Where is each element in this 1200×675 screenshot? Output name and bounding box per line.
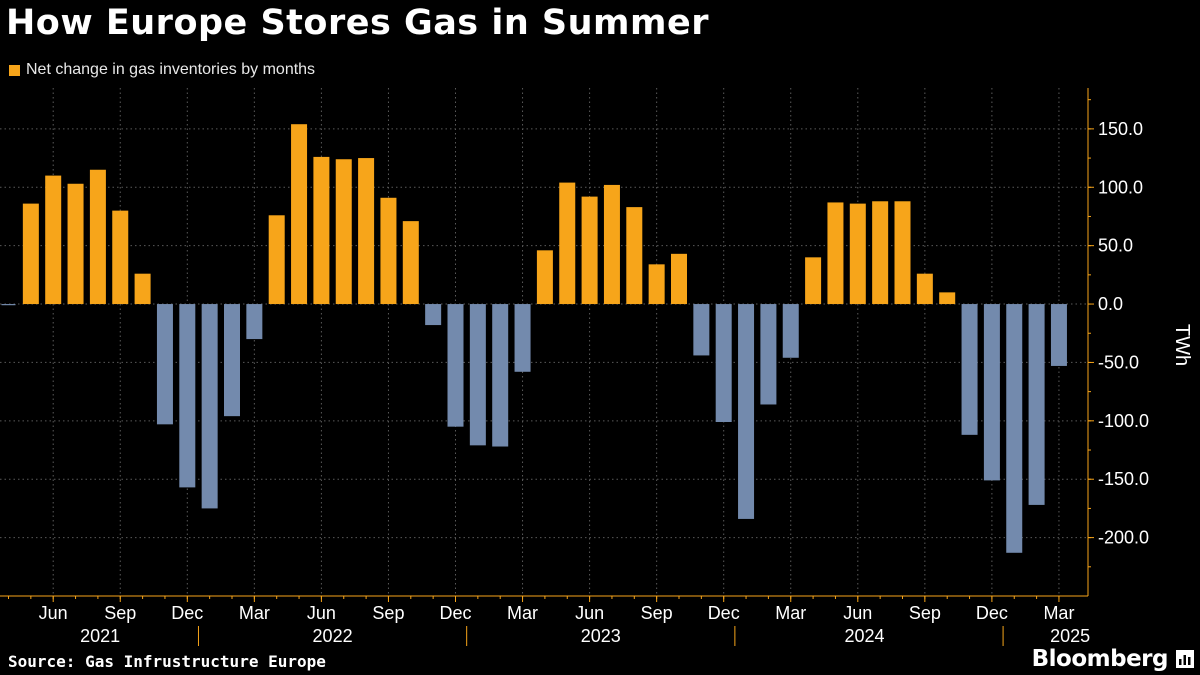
bar-negative [469,304,486,446]
year-label: 2021 [80,626,120,646]
bar-positive [402,221,419,305]
bar-positive [894,201,911,305]
bar-negative [1006,304,1023,553]
bloomberg-logo: Bloomberg [1031,646,1169,672]
x-tick-label: Sep [104,603,136,623]
bar-negative [492,304,509,447]
bar-negative [961,304,978,435]
bar-negative [1050,304,1067,366]
bar-negative [693,304,710,356]
bar-negative [760,304,777,405]
bar-negative [782,304,799,358]
bar-positive [45,175,62,305]
bar-positive [581,196,598,305]
y-tick-label: 100.0 [1098,177,1143,197]
x-tick-label: Sep [909,603,941,623]
x-tick-label: Dec [171,603,203,623]
bar-positive [648,264,665,305]
bar-positive [805,257,822,305]
bar-positive [849,203,866,305]
bar-negative [983,304,1000,481]
bar-negative [1028,304,1045,505]
bar-negative [246,304,263,340]
y-tick-label: 0.0 [1098,294,1123,314]
bar-positive [112,210,129,305]
y-tick-label: -100.0 [1098,411,1149,431]
bar-negative [179,304,196,488]
x-tick-label: Dec [439,603,471,623]
legend-swatch [9,64,20,76]
bar-positive [313,156,330,305]
bar-positive [268,215,285,305]
year-label: 2024 [844,626,884,646]
bar-negative [715,304,732,422]
bar-positive [89,169,106,305]
y-axis-unit-label: TWh [1171,324,1193,366]
bar-positive [559,182,576,305]
bar-positive [939,292,956,305]
year-label: 2025 [1050,626,1090,646]
axes: 150.0 100.0 50.0 0.0 -50.0 -100.0 -150.0 -200.0… [0,88,1193,646]
x-tick-label: Jun [307,603,336,623]
bloomberg-chart-icon [1176,650,1194,668]
bar-positive [916,273,933,305]
bar-negative [201,304,218,509]
bar-positive [380,197,397,305]
bar-positive [134,273,151,305]
x-tick-label: Jun [843,603,872,623]
x-tick-label: Mar [775,603,806,623]
year-label: 2023 [581,626,621,646]
y-tick-label: -150.0 [1098,469,1149,489]
x-tick-label: Dec [708,603,740,623]
bar-negative [425,304,442,326]
bar-positive [22,203,39,305]
x-tick-label: Jun [39,603,68,623]
bar-positive [827,202,844,305]
bar-positive [358,158,375,305]
bar-negative [156,304,173,425]
y-tick-label: -50.0 [1098,352,1139,372]
bar-negative [738,304,755,519]
y-tick-label: 150.0 [1098,119,1143,139]
legend-label: Net change in gas inventories by months [26,61,316,78]
bar-positive [603,184,620,305]
bar-positive [872,201,889,305]
legend: Net change in gas inventories by months [9,61,315,79]
bar-negative [514,304,531,372]
x-tick-label: Mar [1043,603,1074,623]
source-note: Source: Gas Infrustructure Europe [8,652,326,671]
bar-positive [626,207,643,305]
y-tick-label: 50.0 [1098,236,1133,256]
bar-positive [671,253,687,305]
bar-negative [1,304,16,306]
x-tick-label: Dec [976,603,1008,623]
x-tick-label: Mar [507,603,538,623]
year-label: 2022 [313,626,353,646]
chart-title: How Europe Stores Gas in Summer [6,3,709,43]
x-tick-label: Sep [372,603,404,623]
bar-positive [291,124,308,305]
bar-positive [67,183,84,305]
x-tick-label: Sep [641,603,673,623]
bar-negative [447,304,464,427]
bars [1,124,1067,553]
bar-positive [335,159,352,305]
bar-positive [536,250,553,305]
bar-negative [224,304,240,417]
x-tick-label: Jun [575,603,604,623]
y-tick-label: -200.0 [1098,528,1149,548]
x-tick-label: Mar [239,603,270,623]
